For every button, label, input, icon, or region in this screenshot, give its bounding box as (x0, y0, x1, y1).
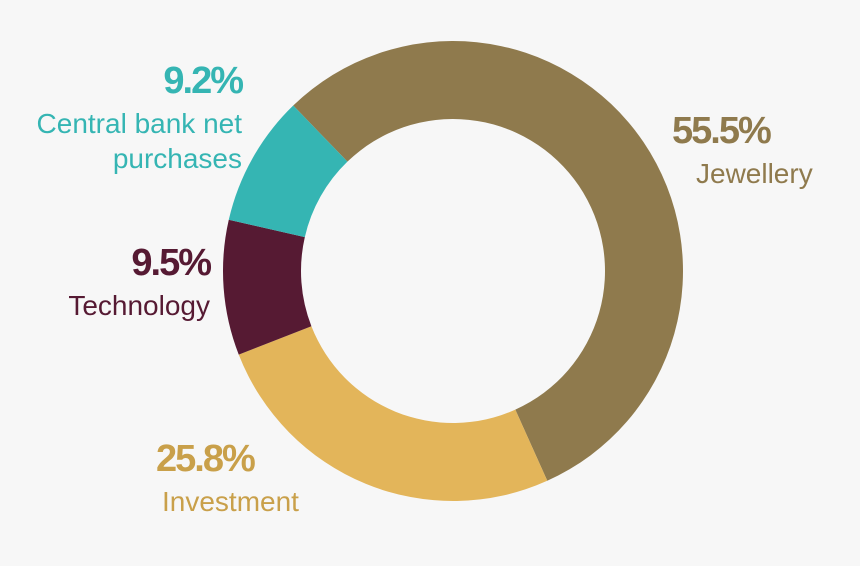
value-label: 9.5% (131, 242, 212, 284)
segment-label: 9.2% Central bank net purchases (10, 60, 244, 176)
value-label: 9.2% (163, 60, 244, 102)
donut-segment (223, 219, 312, 355)
donut-segment (238, 326, 548, 501)
value-label: 25.8% (156, 438, 256, 480)
segment-label: 25.8% Investment (150, 440, 350, 519)
value-label: 55.5% (672, 110, 772, 152)
donut-segment (293, 40, 684, 481)
category-label: Central bank net purchases (36, 108, 242, 174)
category-label: Investment (162, 486, 299, 517)
segment-label: 55.5% Jewellery (672, 112, 852, 191)
category-label: Jewellery (696, 158, 813, 189)
category-label: Technology (68, 290, 210, 321)
segment-label: 9.5% Technology (20, 242, 212, 323)
donut-segment (228, 105, 348, 238)
